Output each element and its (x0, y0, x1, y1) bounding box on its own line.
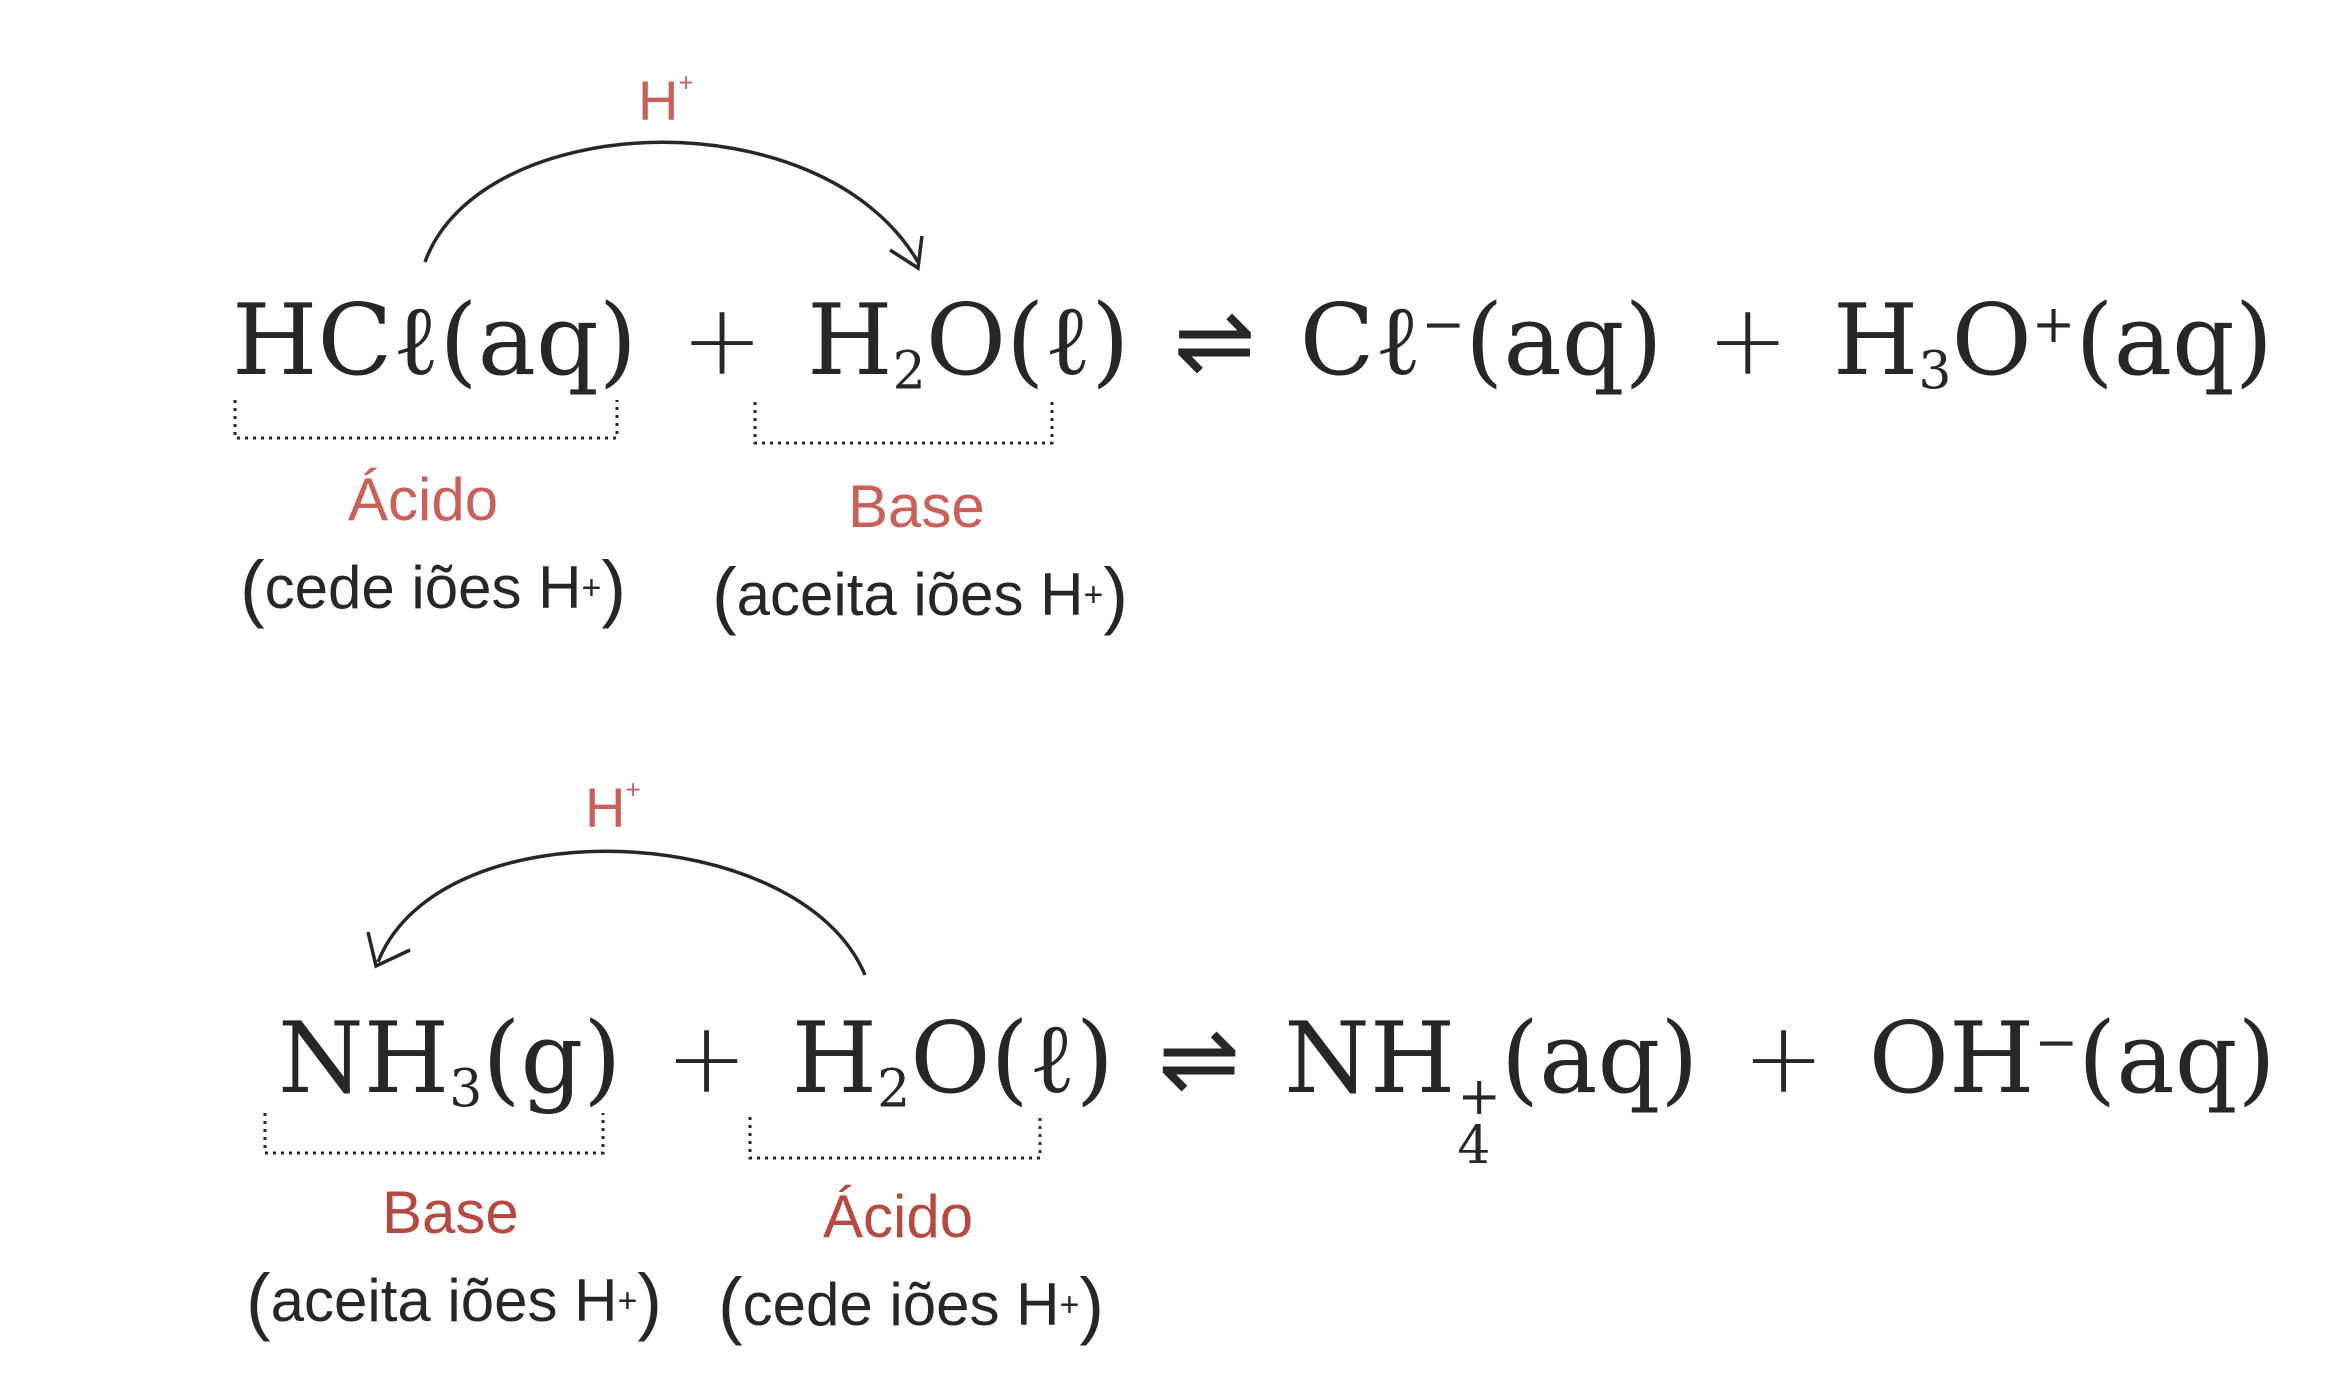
bracket-nh3 (263, 1113, 605, 1155)
product-nh4: NH +4 (aq) (1284, 1002, 1699, 1177)
reactant-nh3: NH3(g) (278, 1002, 622, 1120)
equilibrium-arrow: ⇌ (1157, 1002, 1241, 1116)
transfer-label-2: H+ (585, 774, 641, 839)
product-oh: OH−(aq) (1868, 1002, 2276, 1116)
bracket-h2o-2 (748, 1117, 1042, 1160)
plus-sign: + (1706, 284, 1789, 398)
reactant-h2o: H2O(ℓ) (807, 284, 1130, 402)
arrowhead-2 (366, 931, 411, 969)
role-label-acid-2: Ácido (823, 1183, 974, 1250)
reactant-h2o: H2O(ℓ) (791, 1002, 1114, 1120)
product-cl: Cℓ−(aq) (1299, 284, 1663, 398)
equation-2: NH3(g) + H2O(ℓ) ⇌ NH +4 (aq) + OH−(aq) (278, 1010, 2276, 1172)
plus-sign: + (681, 284, 764, 398)
role-label-acid-1: Ácido (348, 466, 499, 533)
proton-transfer-arrow-1 (423, 140, 920, 263)
role-note-4: (cede iões H +) (718, 1263, 1105, 1346)
plus-sign: + (665, 1002, 748, 1116)
role-note-2: (aceita iões H +) (712, 553, 1129, 636)
reactant-hcl: HCℓ(aq) (232, 284, 638, 398)
equation-1: HCℓ(aq) + H2O(ℓ) ⇌ Cℓ−(aq) + H3O+(aq) (232, 292, 2273, 398)
transfer-label-1: H+ (638, 67, 694, 132)
role-note-1: (cede iões H +) (240, 546, 627, 629)
bracket-h2o-1 (753, 402, 1054, 445)
product-h3o: H3O+(aq) (1832, 284, 2274, 402)
plus-sign: + (1742, 1002, 1825, 1116)
role-label-base-1: Base (848, 473, 985, 540)
proton-transfer-arrow-2 (376, 849, 867, 976)
bracket-hcl (233, 400, 619, 440)
role-note-3: (aceita iões H +) (246, 1259, 663, 1342)
equilibrium-arrow: ⇌ (1173, 284, 1256, 398)
arrowhead-1 (889, 235, 924, 271)
role-label-base-2: Base (382, 1179, 519, 1246)
